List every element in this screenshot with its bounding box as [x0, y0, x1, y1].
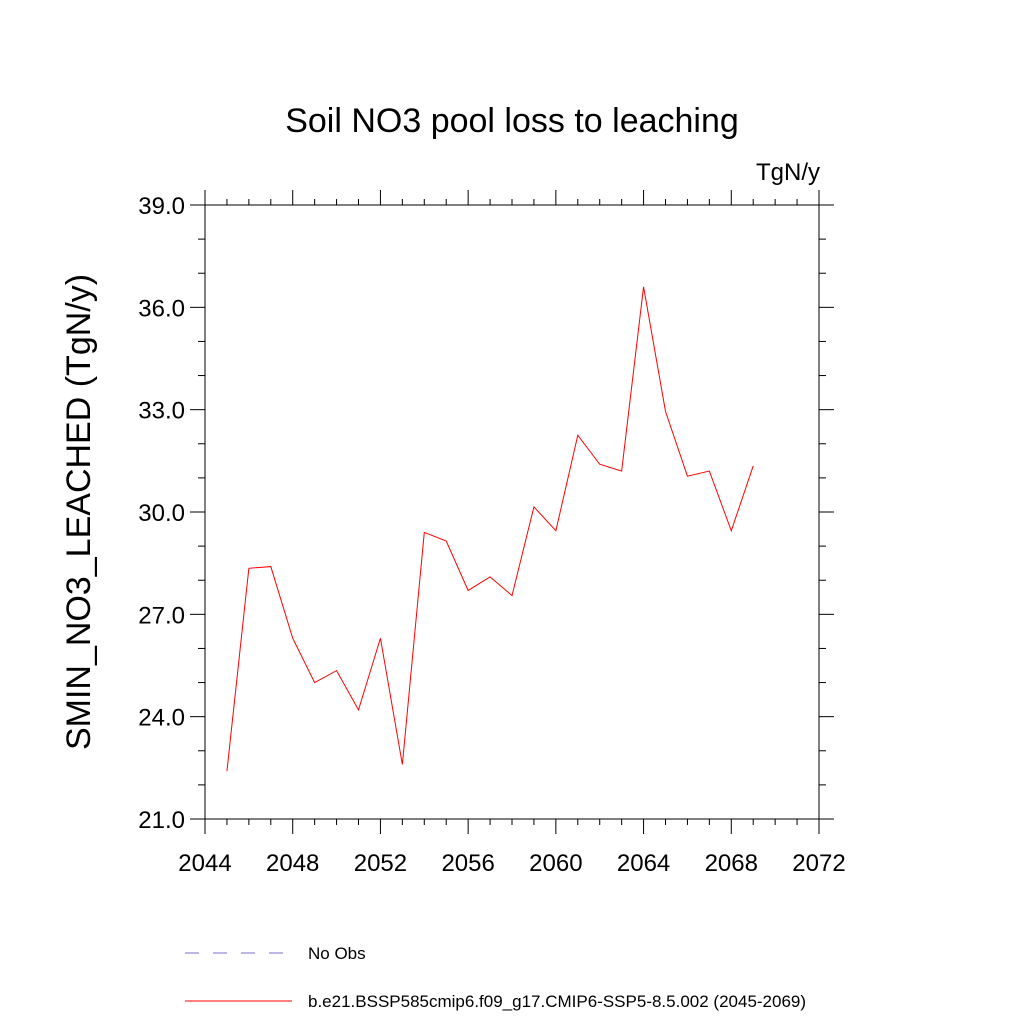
legend: No Obs b.e21.BSSP585cmip6.f09_g17.CMIP6-S…	[185, 944, 806, 1011]
tick-labels: 2044 2048 2052 2056 2060 2064 2068 2072 21.0 24.0…	[138, 193, 845, 877]
y-tick-label: 33.0	[138, 398, 185, 425]
x-tick-label: 2064	[617, 850, 670, 877]
y-tick-label: 30.0	[138, 500, 185, 527]
plot-frame	[204, 204, 820, 820]
series-line-1	[226, 286, 754, 772]
x-tick-label: 2048	[266, 850, 319, 877]
x-tick-label: 2060	[529, 850, 582, 877]
x-tick-label: 2072	[792, 850, 845, 877]
chart-title: Soil NO3 pool loss to leaching	[285, 102, 739, 140]
y-tick-label: 24.0	[138, 705, 185, 732]
units-label: TgN/y	[756, 159, 820, 186]
y-tick-label: 21.0	[138, 807, 185, 834]
y-tick-label: 36.0	[138, 295, 185, 322]
legend-label: No Obs	[308, 944, 366, 963]
axis-ticks	[190, 190, 834, 834]
x-tick-label: 2044	[178, 850, 231, 877]
x-tick-label: 2052	[354, 850, 407, 877]
legend-label: b.e21.BSSP585cmip6.f09_g17.CMIP6-SSP5-8.…	[308, 992, 806, 1011]
data-series	[226, 286, 754, 772]
x-tick-label: 2056	[441, 850, 494, 877]
y-tick-label: 27.0	[138, 602, 185, 629]
y-axis-label: SMIN_NO3_LEACHED (TgN/y)	[60, 274, 98, 750]
x-tick-label: 2068	[705, 850, 758, 877]
y-tick-label: 39.0	[138, 193, 185, 220]
